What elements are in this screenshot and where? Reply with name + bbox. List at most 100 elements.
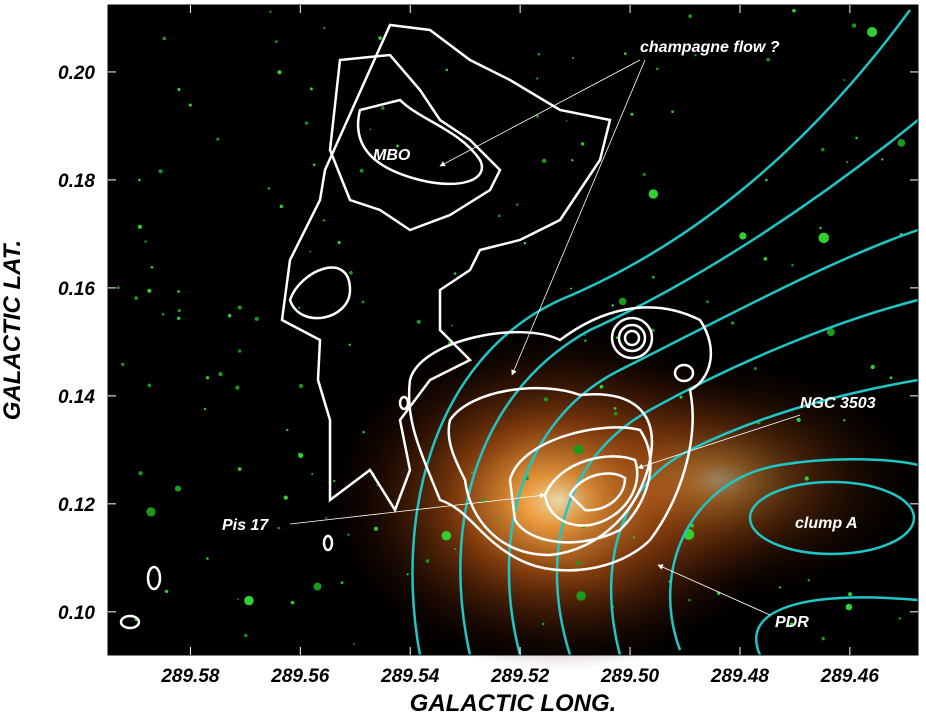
contour: [543, 455, 639, 527]
star: [599, 384, 604, 389]
star: [237, 467, 242, 471]
star: [347, 533, 350, 536]
contour: [668, 457, 919, 651]
star: [792, 8, 796, 13]
star: [138, 471, 143, 476]
star: [679, 395, 683, 399]
star: [843, 419, 846, 422]
contour: [754, 596, 919, 656]
star: [867, 27, 878, 38]
star: [648, 189, 659, 199]
star: [237, 305, 242, 310]
star: [898, 617, 901, 620]
star: [309, 250, 312, 253]
x-axis-label: GALACTIC LONG.: [410, 690, 617, 717]
star: [801, 519, 804, 522]
y-tick-label: 0.20: [58, 63, 95, 84]
star: [238, 349, 242, 353]
star: [205, 376, 210, 380]
star: [791, 264, 794, 267]
star: [445, 68, 449, 71]
star: [523, 241, 527, 245]
star: [451, 324, 453, 327]
star: [580, 142, 585, 146]
x-tick-label: 289.58: [160, 666, 220, 687]
star: [235, 385, 240, 390]
star: [754, 367, 757, 370]
star: [441, 531, 452, 541]
star: [254, 316, 259, 321]
y-axis-label: GALACTIC LAT.: [0, 240, 26, 420]
star: [536, 77, 539, 80]
star: [298, 306, 301, 309]
pointer: [637, 414, 801, 470]
star: [277, 526, 280, 530]
y-tick-label: 0.12: [58, 495, 95, 516]
star: [176, 316, 181, 320]
star: [807, 579, 810, 582]
annotation: MBO: [373, 147, 411, 164]
star: [613, 411, 618, 416]
star: [688, 14, 692, 19]
star: [454, 548, 457, 550]
star: [297, 452, 300, 455]
star: [453, 272, 457, 275]
contour: [447, 386, 654, 557]
star: [618, 297, 627, 306]
star: [541, 622, 545, 626]
star: [632, 536, 635, 539]
star: [789, 622, 794, 627]
star: [655, 67, 659, 71]
x-tick-label: 289.48: [710, 666, 770, 687]
star: [164, 589, 169, 593]
star: [352, 642, 355, 645]
star: [843, 79, 846, 81]
contour: [398, 395, 410, 411]
star: [425, 559, 430, 563]
star: [177, 309, 181, 313]
star: [739, 232, 747, 240]
star: [378, 36, 382, 40]
contour: [119, 614, 141, 630]
star: [244, 595, 254, 606]
star: [584, 339, 587, 342]
contour: [459, 119, 919, 656]
contour: [623, 329, 641, 347]
star: [275, 40, 278, 43]
star: [312, 163, 316, 167]
star: [765, 178, 768, 182]
star: [855, 136, 858, 140]
star: [138, 178, 141, 182]
star: [826, 328, 835, 337]
star: [150, 265, 154, 269]
star: [571, 56, 575, 60]
x-tick-label: 289.50: [600, 666, 660, 687]
contour: [411, 9, 912, 656]
x-tick-label: 289.56: [270, 666, 330, 687]
contour: [328, 53, 502, 232]
star: [671, 110, 674, 113]
star: [244, 633, 248, 638]
star: [870, 364, 875, 370]
star: [144, 240, 147, 243]
annotation: PDR: [775, 614, 809, 631]
star: [237, 598, 239, 601]
star: [406, 573, 409, 576]
star: [766, 57, 770, 62]
star: [162, 36, 167, 41]
x-tick-label: 289.46: [820, 666, 880, 687]
star: [624, 52, 627, 56]
star: [121, 362, 125, 366]
star: [309, 87, 313, 91]
star: [203, 407, 207, 411]
star: [498, 214, 501, 218]
star: [323, 27, 326, 30]
star: [369, 128, 372, 131]
annotation: NGC 3503: [800, 395, 876, 412]
star: [763, 257, 768, 261]
star: [348, 343, 351, 346]
annotation: Pis 17: [222, 517, 269, 534]
star: [495, 518, 498, 521]
star: [642, 173, 646, 177]
star: [361, 300, 365, 304]
